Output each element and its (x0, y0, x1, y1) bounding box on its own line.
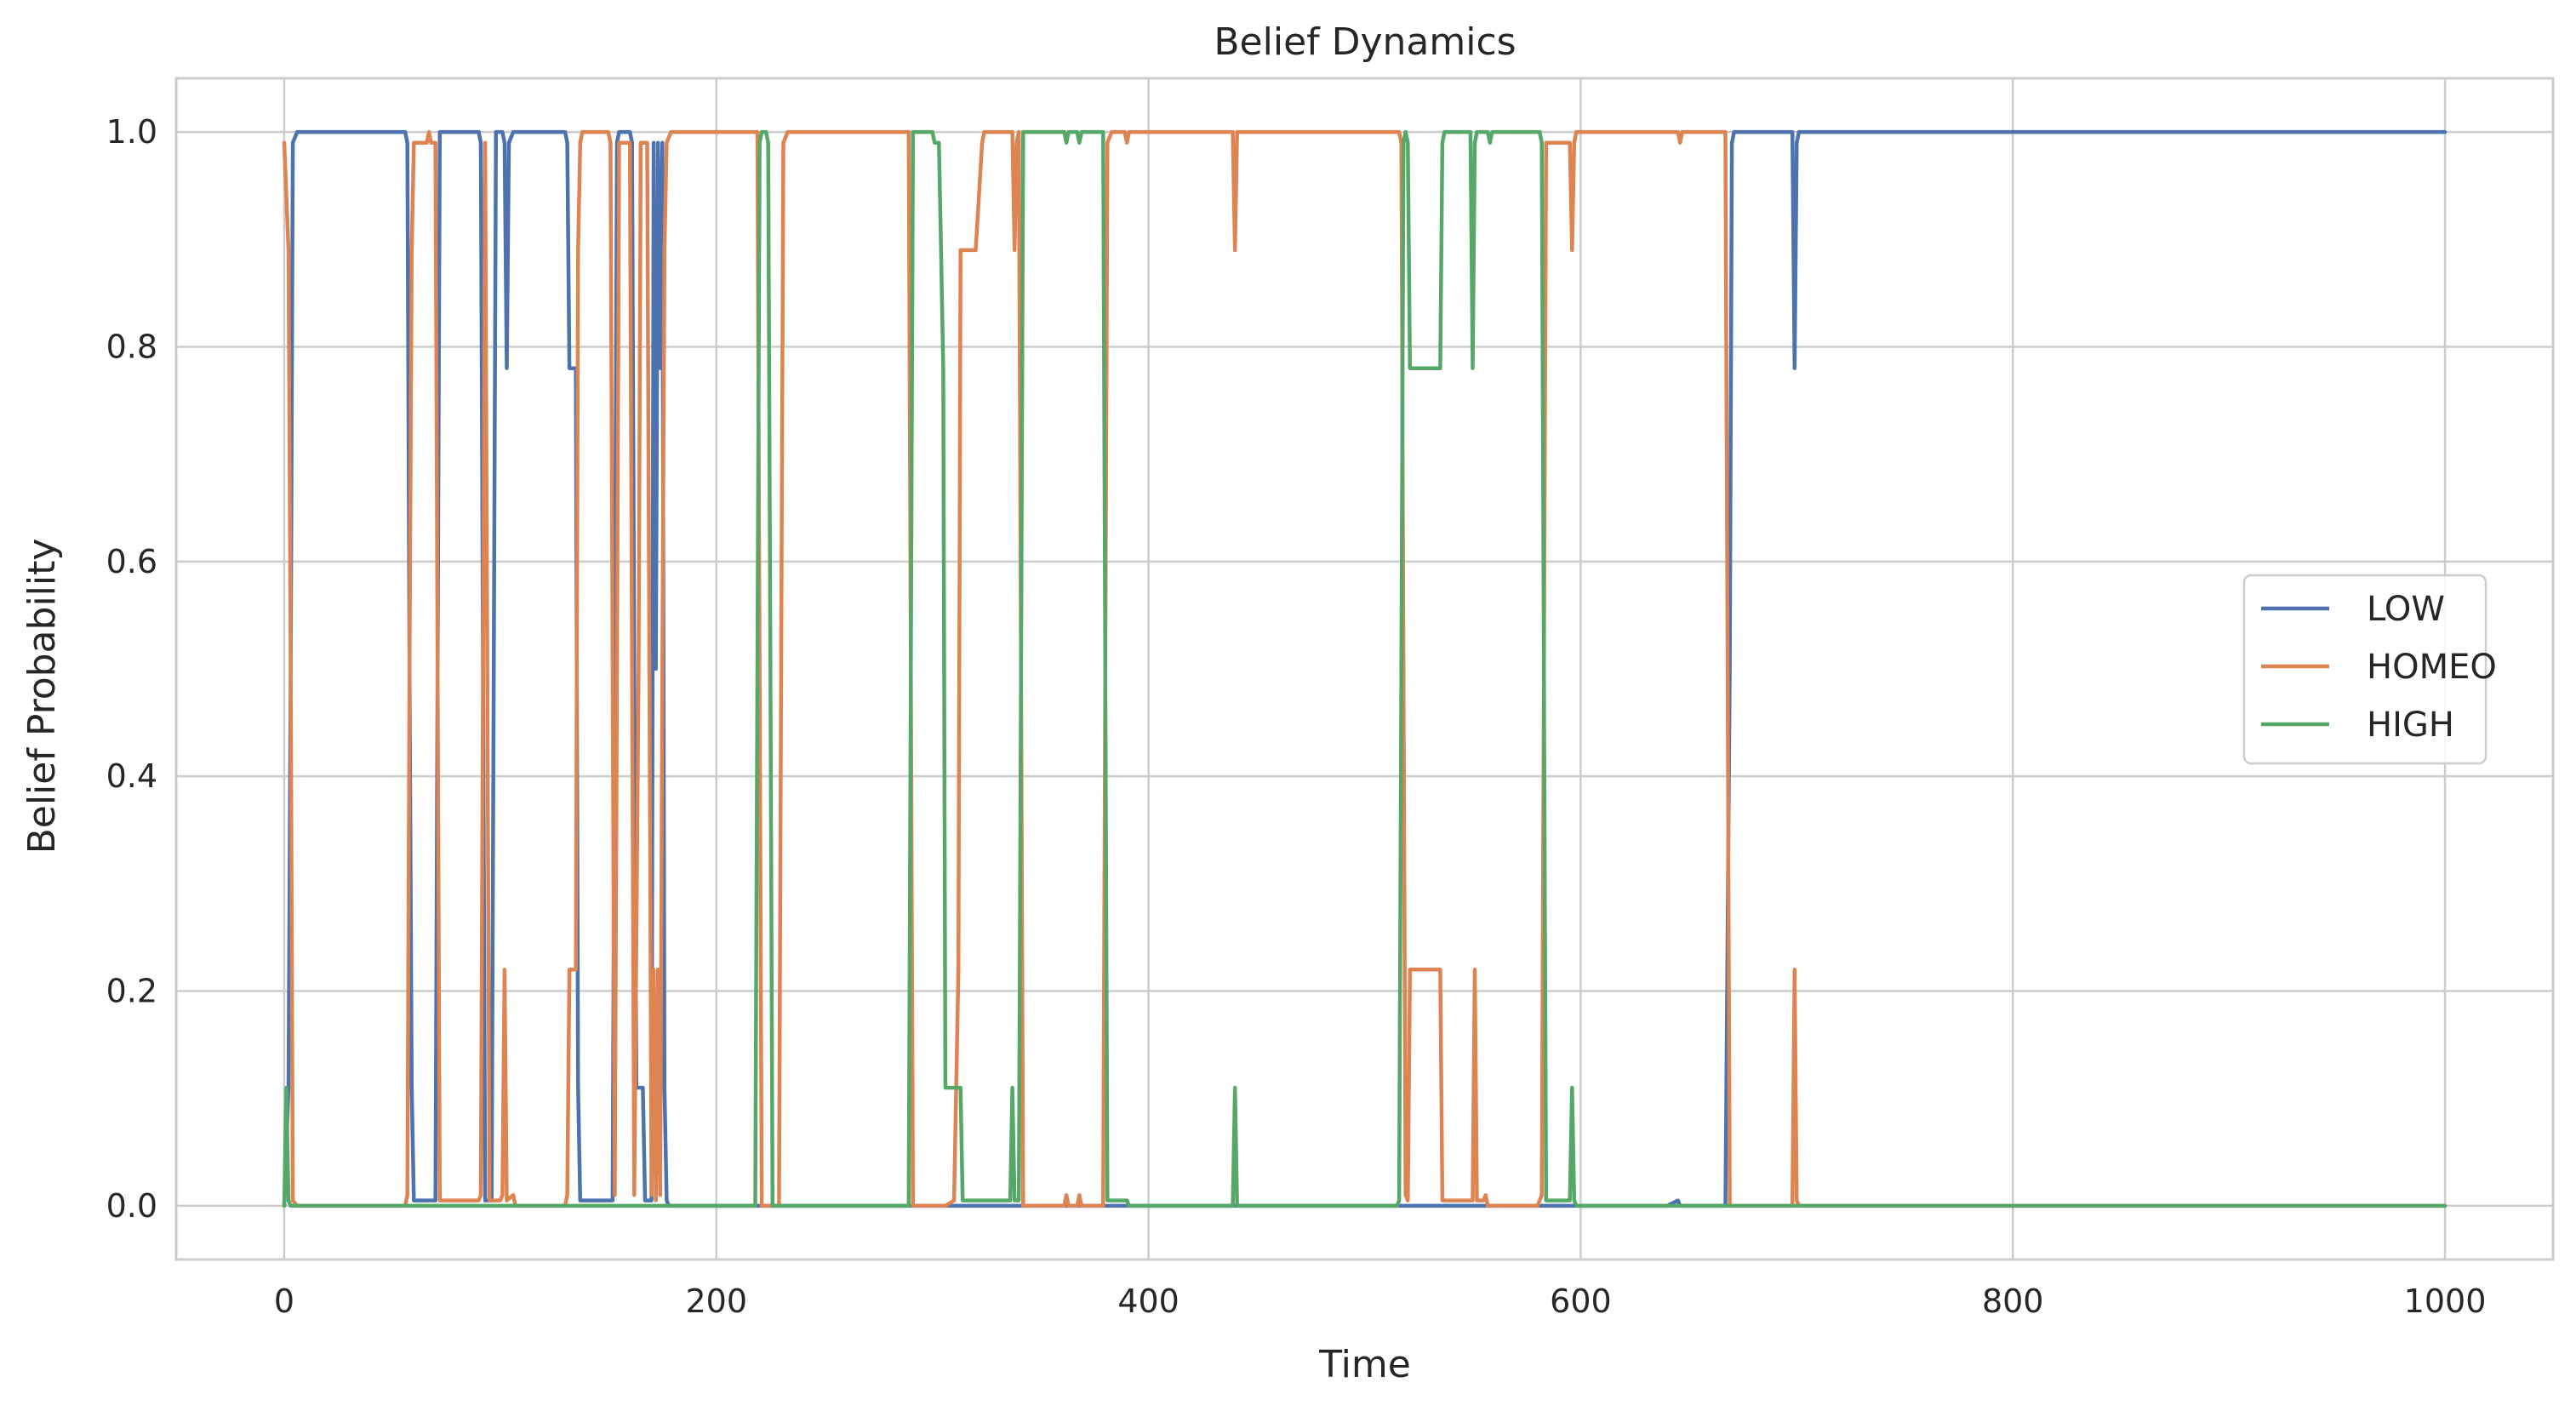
y-tick-labels: 0.0 0.2 0.4 0.6 0.8 1.0 (106, 113, 157, 1225)
series-line-low (282, 129, 2447, 1208)
y-tick-label: 0.8 (106, 328, 157, 365)
series-line-homeo (282, 129, 2447, 1208)
y-axis-label: Belief Probability (20, 539, 64, 854)
x-tick-label: 400 (1117, 1282, 1179, 1320)
legend-box (2242, 574, 2487, 765)
legend: LOW HOMEO HIGH (2242, 574, 2497, 765)
x-tick-label: 1000 (2404, 1282, 2487, 1320)
y-tick-label: 0.0 (106, 1187, 157, 1225)
x-axis-label: Time (1318, 1343, 1411, 1386)
legend-label-homeo: HOMEO (2367, 648, 2497, 687)
y-tick-label: 0.2 (106, 973, 157, 1010)
y-tick-label: 0.6 (106, 543, 157, 580)
series-line-high (282, 129, 2447, 1208)
y-tick-label: 0.4 (106, 757, 157, 795)
series-layer (282, 129, 2447, 1208)
x-tick-label: 800 (1982, 1282, 2044, 1320)
legend-label-high: HIGH (2367, 706, 2454, 745)
x-tick-labels: 0 200 400 600 800 1000 (274, 1282, 2487, 1320)
chart-title: Belief Dynamics (1214, 20, 1516, 64)
plot-frame (174, 77, 2555, 1261)
x-tick-label: 200 (686, 1282, 748, 1320)
x-tick-label: 0 (274, 1282, 294, 1320)
legend-label-low: LOW (2367, 590, 2445, 629)
x-tick-label: 600 (1550, 1282, 1612, 1320)
y-tick-label: 1.0 (106, 113, 157, 151)
